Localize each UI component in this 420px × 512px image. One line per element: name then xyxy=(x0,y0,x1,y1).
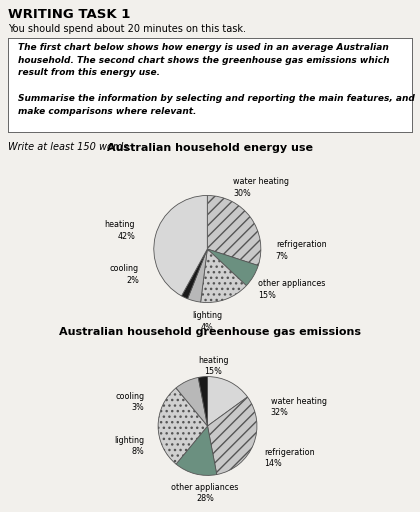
Wedge shape xyxy=(207,397,257,475)
Text: 4%: 4% xyxy=(201,323,214,332)
Text: water heating: water heating xyxy=(233,177,289,186)
Wedge shape xyxy=(176,377,207,426)
Text: WRITING TASK 1: WRITING TASK 1 xyxy=(8,8,130,21)
Text: 14%: 14% xyxy=(264,459,282,468)
Text: cooling: cooling xyxy=(110,264,139,273)
Text: other appliances: other appliances xyxy=(171,483,239,492)
Text: 3%: 3% xyxy=(131,403,144,412)
Title: Australian household greenhouse gas emissions: Australian household greenhouse gas emis… xyxy=(59,327,361,337)
Text: heating: heating xyxy=(198,356,229,365)
Wedge shape xyxy=(198,377,207,426)
Text: refrigeration: refrigeration xyxy=(276,240,326,249)
Wedge shape xyxy=(201,249,247,303)
Text: refrigeration: refrigeration xyxy=(264,448,315,457)
Text: 42%: 42% xyxy=(117,231,135,241)
Wedge shape xyxy=(158,388,207,464)
Text: 2%: 2% xyxy=(126,276,139,285)
Text: water heating: water heating xyxy=(271,397,327,406)
Text: cooling: cooling xyxy=(115,392,144,401)
Text: 15%: 15% xyxy=(258,290,276,300)
Text: 7%: 7% xyxy=(276,252,289,261)
Wedge shape xyxy=(188,249,207,302)
Text: 15%: 15% xyxy=(205,367,223,376)
Text: 32%: 32% xyxy=(271,408,289,417)
Text: Write at least 150 words.: Write at least 150 words. xyxy=(8,142,131,152)
Text: The first chart below shows how energy is used in an average Australian
househol: The first chart below shows how energy i… xyxy=(18,42,415,116)
Text: You should spend about 20 minutes on this task.: You should spend about 20 minutes on thi… xyxy=(8,24,246,34)
Text: lighting: lighting xyxy=(114,436,144,445)
Text: 8%: 8% xyxy=(131,447,144,456)
Title: Australian household energy use: Australian household energy use xyxy=(107,143,313,153)
Text: other appliances: other appliances xyxy=(258,279,326,288)
Wedge shape xyxy=(207,249,258,286)
Text: heating: heating xyxy=(105,220,135,229)
Wedge shape xyxy=(181,249,207,299)
Wedge shape xyxy=(207,377,247,426)
Text: 28%: 28% xyxy=(196,494,214,503)
Text: 30%: 30% xyxy=(233,189,251,198)
Text: lighting: lighting xyxy=(192,311,222,320)
Wedge shape xyxy=(207,196,261,266)
Wedge shape xyxy=(176,426,217,476)
Wedge shape xyxy=(154,196,207,296)
